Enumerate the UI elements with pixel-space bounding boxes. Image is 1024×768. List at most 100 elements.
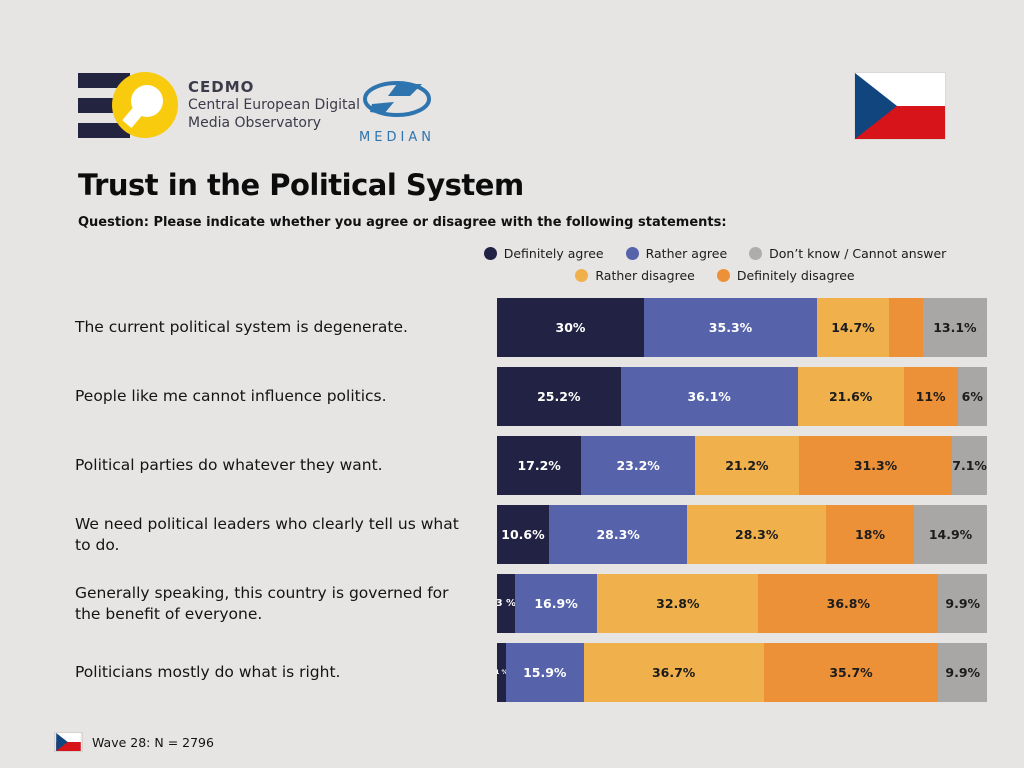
bar-segment-rather-disagree: 36.7% (583, 643, 764, 702)
bar-segment-value: 31.3% (853, 458, 898, 473)
bar-segment-rather-disagree: 21.2% (694, 436, 799, 495)
bar-segment-rather-disagree: 32.8% (597, 574, 759, 633)
bar-segment-don-t-know-cannot-answer: 7.1% (952, 436, 988, 495)
bar-segment-rather-disagree: 28.3% (687, 505, 826, 564)
bar-segment-definitely-disagree (889, 298, 923, 357)
bar-segment-definitely-disagree: 35.7% (763, 643, 939, 702)
bar-segment-value: 13.1% (933, 320, 977, 335)
legend-row: Definitely agree Rather agree Don’t know /… (470, 246, 960, 261)
bar-segment-value: 16.9% (534, 596, 578, 611)
bar-segment-value: 35.7% (829, 665, 873, 680)
cedmo-logo-icon (78, 72, 178, 138)
bar-segment-value: 14.7% (831, 320, 875, 335)
statement-label: Political parties do whatever they want. (75, 456, 383, 475)
cedmo-logo-text: CEDMO Central European Digital Media Obs… (188, 78, 360, 133)
bar-segment-value: 21.2% (725, 458, 769, 473)
bar-segment-value: 21.6% (828, 389, 873, 404)
legend-label: Rather agree (645, 246, 728, 261)
bar-segment-don-t-know-cannot-answer: 14.9% (914, 505, 987, 564)
bar-segment-value: 35.3% (708, 320, 753, 335)
chart-row: Politicians mostly do what is right.1 %1… (75, 643, 987, 702)
cedmo-name: CEDMO (188, 77, 255, 96)
bar-segment-rather-agree: 16.9% (514, 574, 598, 633)
median-name: MEDIAN (359, 130, 435, 145)
bar-segment-value: 25.2% (537, 389, 581, 404)
bar-segment-value: 6% (961, 389, 983, 404)
czech-flag-small-icon (56, 733, 81, 751)
legend-item: Don’t know / Cannot answer (749, 246, 946, 261)
bar-segment-definitely-agree: 30% (497, 298, 644, 357)
bar-segment-value: 36.7% (651, 665, 696, 680)
chart-row: People like me cannot influence politics… (75, 367, 987, 426)
bar-segment-definitely-agree: 10.6% (497, 505, 549, 564)
cedmo-subtitle-line1: Central European Digital (188, 96, 360, 113)
statement-label: The current political system is degenera… (75, 318, 408, 337)
bar-segment-value: 30% (555, 320, 586, 335)
bar-segment-value: 10.6% (501, 527, 545, 542)
chart-legend: Definitely agree Rather agree Don’t know /… (470, 246, 960, 290)
bar-segment-don-t-know-cannot-answer: 6% (957, 367, 987, 426)
bar-segment-value: 9.9% (945, 665, 981, 680)
legend-dot-icon (749, 247, 763, 260)
chart-row: The current political system is degenera… (75, 298, 987, 357)
cedmo-subtitle-line2: Media Observatory (188, 115, 322, 131)
cedmo-logo: CEDMO Central European Digital Media Obs… (78, 72, 360, 138)
chart: The current political system is degenera… (75, 298, 988, 712)
bar-segment-definitely-disagree: 11% (903, 367, 958, 426)
bar-segment-value: 36.8% (826, 596, 871, 611)
page-title: Trust in the Political System (78, 168, 524, 202)
stacked-bar: 30% 35.3% 14.7% 13.1% (497, 298, 987, 357)
legend-item: Definitely disagree (716, 268, 855, 283)
bar-segment-rather-disagree: 14.7% (816, 298, 889, 357)
bar-segment-definitely-agree: 17.2% (497, 436, 582, 495)
bar-segment-value: 18% (855, 527, 885, 542)
bar-segment-value: 32.8% (656, 596, 700, 611)
bar-segment-don-t-know-cannot-answer: 9.9% (938, 574, 987, 633)
bar-segment-rather-agree: 28.3% (548, 505, 688, 564)
sample-note: Wave 28: N = 2796 (92, 734, 214, 750)
chart-row: We need political leaders who clearly te… (75, 505, 987, 564)
bar-segment-definitely-agree: 1 % (497, 643, 506, 702)
statement-label: People like me cannot influence politics… (75, 387, 387, 406)
statement-label: Politicians mostly do what is right. (75, 663, 341, 682)
legend-item: Rather agree (625, 246, 728, 261)
legend-item: Definitely agree (483, 246, 604, 261)
legend-row: Rather disagree Definitely disagree (470, 268, 960, 283)
question-text: Question: Please indicate whether you ag… (78, 215, 727, 230)
chart-row: Generally speaking, this country is gove… (75, 574, 987, 633)
chart-rows: The current political system is degenera… (75, 298, 988, 702)
bar-segment-value: 11% (915, 389, 946, 404)
bar-segment-definitely-agree: 3 % (497, 574, 515, 633)
statement-label: We need political leaders who clearly te… (75, 514, 459, 554)
stacked-bar: 3 % 16.9% 32.8% 36.8% 9.9% (497, 574, 987, 633)
bar-segment-don-t-know-cannot-answer: 13.1% (922, 298, 987, 357)
bar-segment-rather-agree: 36.1% (620, 367, 798, 426)
footer: Wave 28: N = 2796 (55, 733, 214, 751)
legend-label: Don’t know / Cannot answer (769, 246, 947, 261)
legend-dot-icon (716, 269, 730, 282)
bar-segment-definitely-disagree: 36.8% (758, 574, 939, 633)
bar-segment-value: 15.9% (523, 665, 567, 680)
legend-label: Definitely disagree (736, 268, 855, 283)
bar-segment-definitely-agree: 25.2% (497, 367, 621, 426)
bar-segment-don-t-know-cannot-answer: 9.9% (938, 643, 987, 702)
stacked-bar: 25.2% 36.1% 21.6% 11% 6% (497, 367, 987, 426)
bar-segment-rather-agree: 15.9% (505, 643, 584, 702)
bar-segment-value: 36.1% (687, 389, 731, 404)
bar-segment-definitely-disagree: 18% (825, 505, 915, 564)
legend-dot-icon (483, 247, 497, 260)
chart-row: Political parties do whatever they want.… (75, 436, 988, 495)
bar-segment-value: 17.2% (517, 458, 561, 473)
legend-label: Rather disagree (595, 268, 695, 283)
czech-flag-icon (855, 73, 945, 139)
bar-segment-value: 14.9% (928, 527, 973, 542)
bar-segment-value: 9.9% (945, 596, 981, 611)
statement-label: Generally speaking, this country is gove… (75, 583, 449, 623)
stacked-bar: 1 % 15.9% 36.7% 35.7% 9.9% (497, 643, 987, 702)
bar-segment-value: 23.2% (616, 458, 660, 473)
bar-segment-value: 3 % (497, 598, 515, 609)
median-ring-icon (363, 81, 431, 117)
legend-dot-icon (625, 247, 639, 260)
legend-item: Rather disagree (575, 268, 695, 283)
